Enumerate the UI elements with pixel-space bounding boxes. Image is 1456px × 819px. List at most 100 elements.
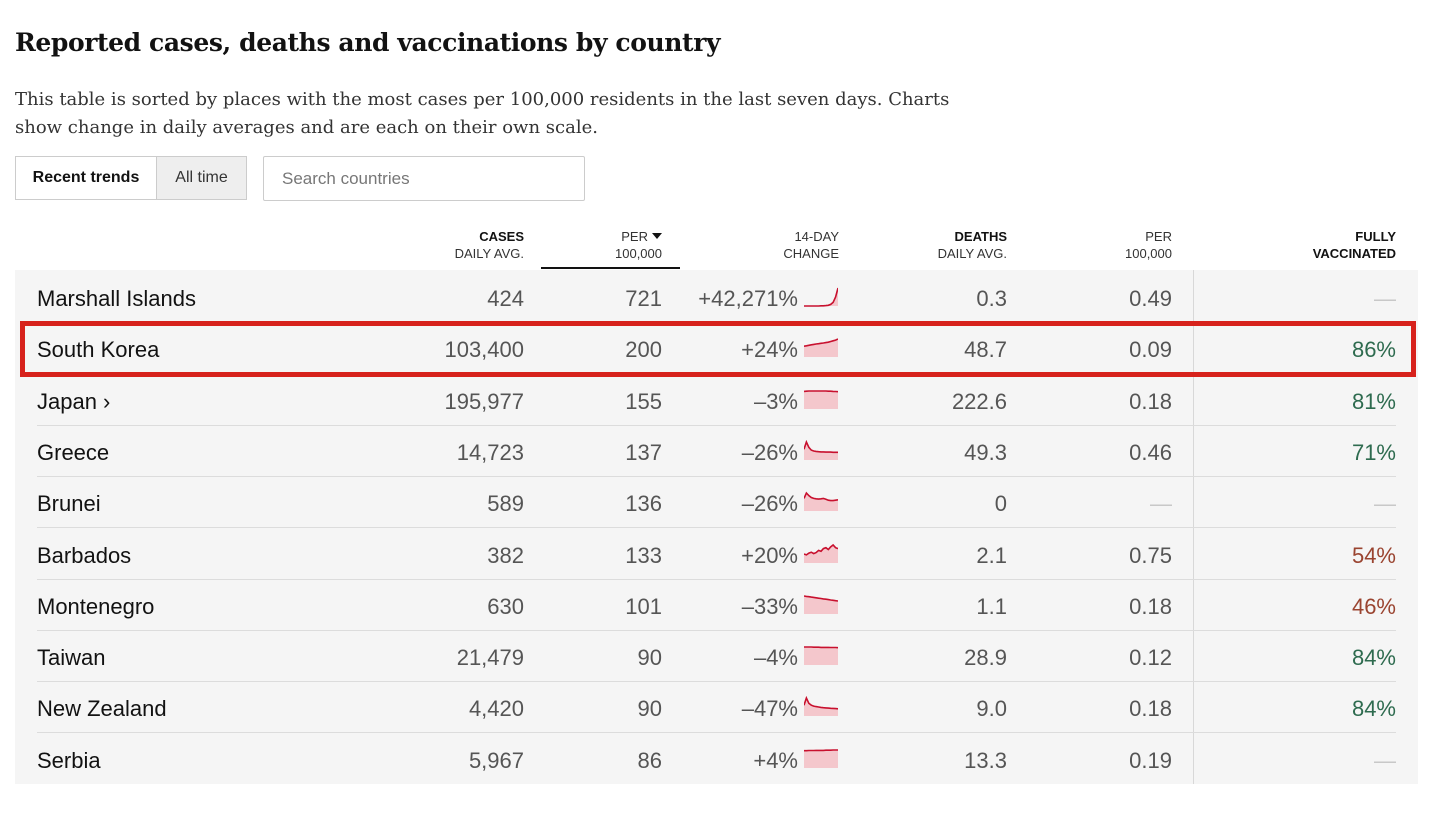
table-row[interactable]: Montenegro 630 101 –33% 1.1 0.18 46% bbox=[15, 580, 1418, 631]
cases-daily-avg: 103,400 bbox=[444, 337, 524, 363]
column-header-per-line2: 100,000 bbox=[615, 246, 662, 261]
table-row[interactable]: Taiwan 21,479 90 –4% 28.9 0.12 84% bbox=[15, 631, 1418, 683]
sort-descending-icon bbox=[652, 233, 662, 239]
sparkline-area bbox=[804, 749, 838, 768]
trend-sparkline bbox=[804, 696, 838, 717]
column-header-deaths[interactable]: DEATHS DAILY AVG. bbox=[938, 228, 1007, 262]
fully-vaccinated: 84% bbox=[1351, 645, 1396, 671]
deaths-daily-avg: 48.7 bbox=[964, 337, 1007, 363]
cases-daily-avg: 4,420 bbox=[468, 696, 524, 722]
row-divider bbox=[37, 424, 1396, 426]
deaths-per-100k: — bbox=[1150, 491, 1172, 517]
page-title: Reported cases, deaths and vaccinations … bbox=[15, 28, 721, 57]
cases-per-100k: 101 bbox=[625, 593, 662, 619]
fully-vaccinated: — bbox=[1374, 747, 1396, 773]
trend-sparkline bbox=[804, 543, 838, 563]
cases-per-100k: 86 bbox=[637, 747, 662, 773]
sparkline-area bbox=[804, 698, 838, 717]
sparkline-area bbox=[804, 390, 838, 409]
cases-daily-avg: 5,967 bbox=[468, 747, 524, 773]
deaths-per-100k: 0.18 bbox=[1129, 388, 1172, 414]
column-header-vacc-line1: FULLY bbox=[1355, 229, 1396, 244]
change-14-day: +42,271% bbox=[698, 286, 798, 311]
sorted-column-indicator bbox=[541, 267, 680, 269]
deaths-per-100k: 0.09 bbox=[1129, 337, 1172, 363]
table-row[interactable]: New Zealand 4,420 90 –47% 9.0 0.18 84% bbox=[15, 682, 1418, 734]
sparkline-area bbox=[804, 339, 838, 358]
column-header-per-line1: PER bbox=[621, 229, 648, 244]
sparkline-area bbox=[804, 288, 838, 306]
deaths-daily-avg: 9.0 bbox=[976, 696, 1007, 722]
deaths-per-100k: 0.18 bbox=[1129, 593, 1172, 619]
deaths-per-100k: 0.49 bbox=[1129, 286, 1172, 311]
column-header-vacc-line2: VACCINATED bbox=[1312, 246, 1396, 261]
table-row[interactable]: Serbia 5,967 86 +4% 13.3 0.19 — bbox=[15, 734, 1418, 785]
sparkline-area bbox=[804, 493, 838, 512]
sparkline-area bbox=[804, 441, 838, 460]
country-name: Montenegro bbox=[37, 593, 155, 619]
row-divider bbox=[37, 475, 1396, 477]
table-row[interactable]: Greece 14,723 137 –26% 49.3 0.46 71% bbox=[15, 426, 1418, 477]
cases-per-100k: 133 bbox=[625, 542, 662, 568]
trend-sparkline bbox=[804, 439, 838, 460]
change-14-day: –33% bbox=[741, 593, 798, 619]
deaths-daily-avg: 2.1 bbox=[976, 542, 1007, 568]
cases-daily-avg: 589 bbox=[487, 491, 524, 517]
fully-vaccinated: 71% bbox=[1351, 439, 1396, 465]
table-row[interactable]: Marshall Islands 424 721 +42,271% 0.3 0.49 — bbox=[15, 272, 1418, 323]
deaths-daily-avg: 0.3 bbox=[976, 286, 1007, 311]
column-header-14-day-change[interactable]: 14-DAY CHANGE bbox=[783, 228, 839, 262]
cases-daily-avg: 14,723 bbox=[456, 439, 524, 465]
search-countries-input[interactable] bbox=[263, 156, 585, 201]
cases-daily-avg: 21,479 bbox=[456, 645, 524, 671]
tab-recent-trends[interactable]: Recent trends bbox=[16, 157, 156, 199]
country-name: Marshall Islands bbox=[37, 286, 196, 311]
trend-sparkline bbox=[804, 748, 838, 768]
country-name: South Korea bbox=[37, 337, 160, 363]
change-14-day: –4% bbox=[753, 645, 798, 671]
sparkline-line bbox=[804, 646, 838, 649]
sparkline-line bbox=[804, 543, 838, 556]
column-header-cases[interactable]: CASES DAILY AVG. bbox=[455, 228, 524, 262]
trend-sparkline bbox=[804, 338, 838, 358]
sparkline-line bbox=[804, 491, 838, 502]
change-14-day: –26% bbox=[741, 439, 798, 465]
sparkline-line bbox=[804, 696, 838, 710]
cases-daily-avg: 382 bbox=[487, 542, 524, 568]
country-name: Greece bbox=[37, 439, 110, 465]
country-name: Barbados bbox=[37, 542, 132, 568]
table-row[interactable]: Japan › 195,977 155 –3% 222.6 0.18 81% bbox=[15, 375, 1418, 426]
cases-per-100k: 200 bbox=[625, 337, 662, 363]
country-name[interactable]: Japan › bbox=[37, 388, 111, 414]
fully-vaccinated: — bbox=[1374, 286, 1396, 311]
change-14-day: –3% bbox=[753, 388, 798, 414]
deaths-per-100k: 0.18 bbox=[1129, 696, 1172, 722]
sparkline-line bbox=[804, 338, 838, 348]
sparkline-line bbox=[804, 595, 838, 602]
sparkline-line bbox=[804, 439, 838, 453]
column-header-fully-vaccinated[interactable]: FULLY VACCINATED bbox=[1313, 228, 1396, 262]
change-14-day: +20% bbox=[741, 542, 798, 568]
column-header-deaths-line1: DEATHS bbox=[954, 229, 1007, 244]
column-header-deaths-per-100k[interactable]: PER 100,000 bbox=[1125, 228, 1172, 262]
trend-sparkline bbox=[804, 595, 838, 614]
cases-per-100k: 137 bbox=[625, 439, 662, 465]
deaths-per-100k: 0.12 bbox=[1129, 645, 1172, 671]
deaths-daily-avg: 0 bbox=[994, 491, 1007, 517]
deaths-daily-avg: 1.1 bbox=[976, 593, 1007, 619]
fully-vaccinated: 81% bbox=[1351, 388, 1396, 414]
fully-vaccinated: — bbox=[1374, 491, 1396, 517]
sparkline-area bbox=[804, 544, 838, 563]
row-divider bbox=[37, 629, 1396, 631]
table-row[interactable]: South Korea 103,400 200 +24% 48.7 0.09 86% bbox=[15, 323, 1418, 375]
sparkline-line bbox=[804, 389, 838, 393]
country-name: Taiwan bbox=[37, 645, 106, 671]
column-header-per-100k[interactable]: PER 100,000 bbox=[615, 228, 662, 262]
table-row[interactable]: Brunei 589 136 –26% 0 — — bbox=[15, 477, 1418, 529]
tab-all-time[interactable]: All time bbox=[156, 157, 246, 199]
cases-per-100k: 721 bbox=[625, 286, 662, 311]
table-row[interactable]: Barbados 382 133 +20% 2.1 0.75 54% bbox=[15, 529, 1418, 580]
country-name: Serbia bbox=[37, 747, 101, 773]
trend-sparkline bbox=[804, 287, 838, 307]
cases-per-100k: 155 bbox=[625, 388, 662, 414]
